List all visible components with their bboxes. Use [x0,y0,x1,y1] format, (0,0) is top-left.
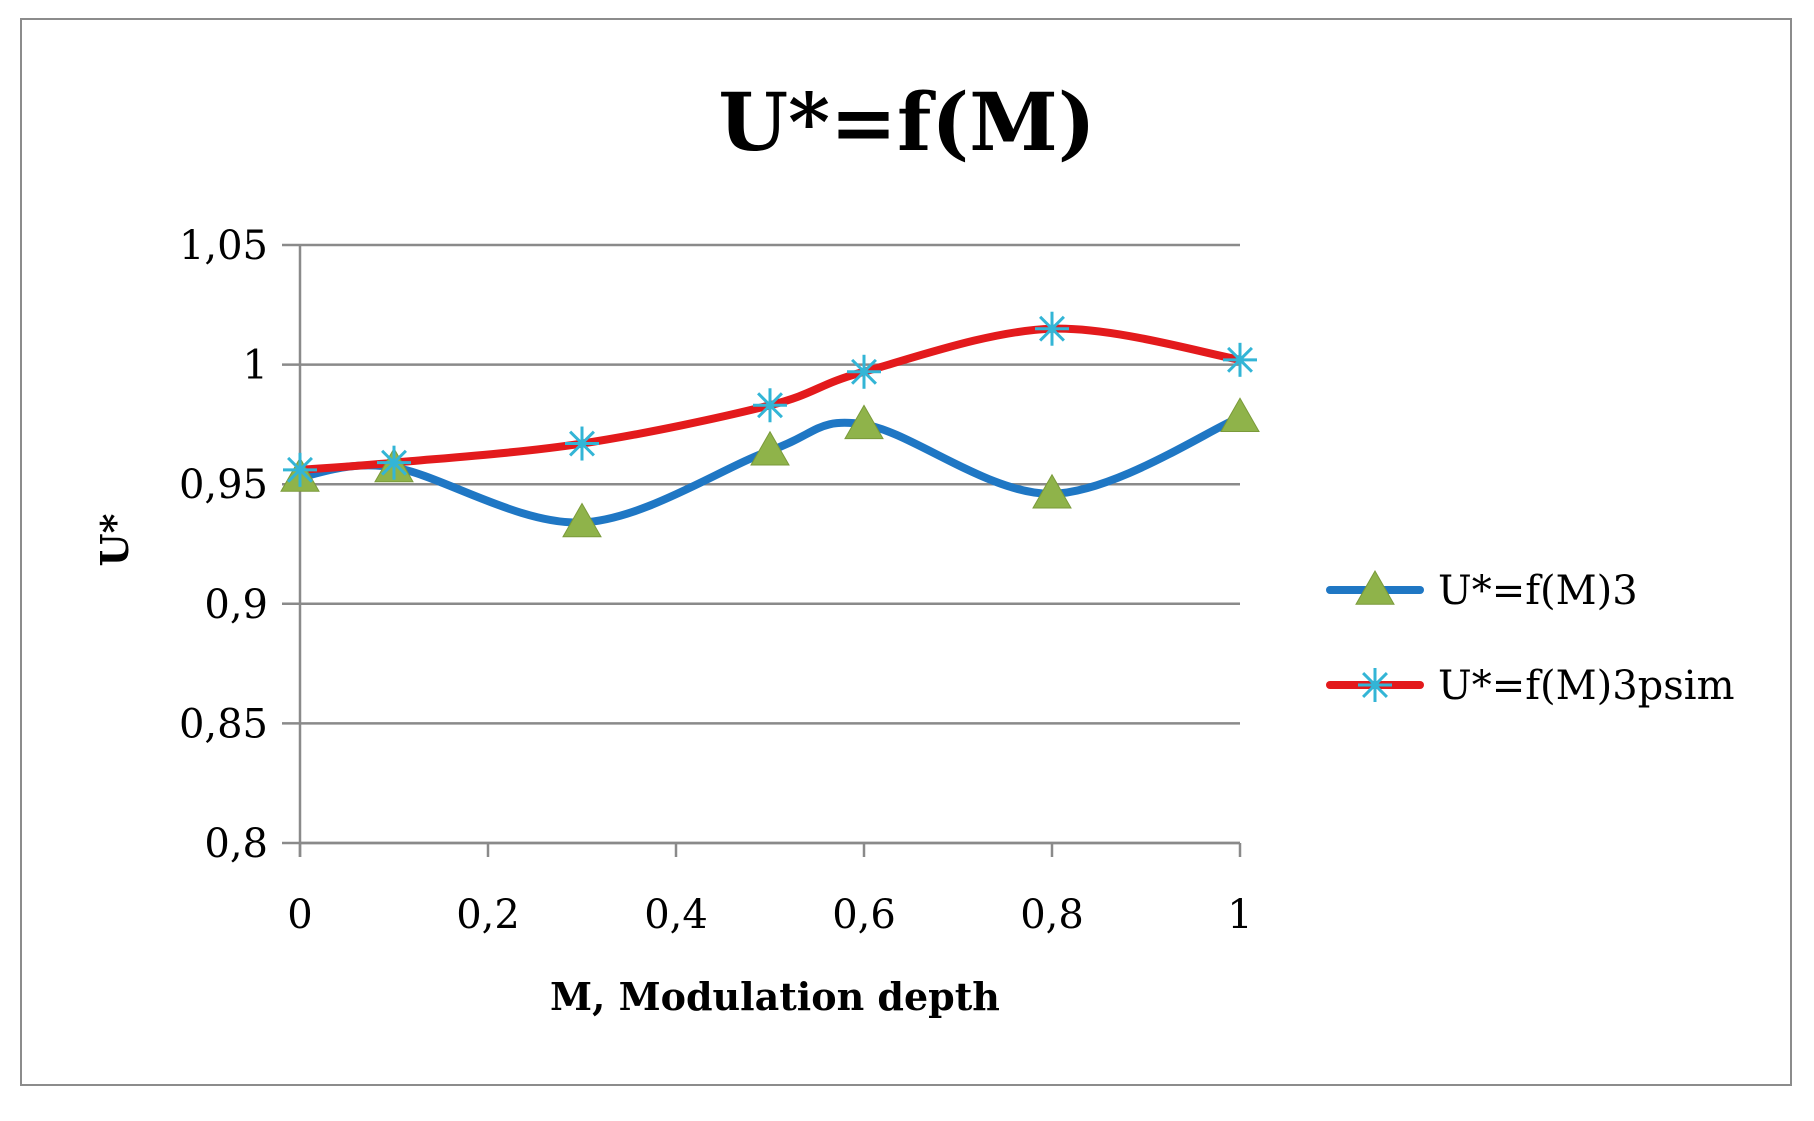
x-tick-label: 0,2 [456,892,520,938]
data-point-series-2 [377,445,411,480]
legend-marker-1 [1355,569,1395,605]
y-tick-label: 1 [243,343,268,389]
data-point-series-2 [1035,311,1069,346]
x-tick-label: 1 [1227,892,1252,938]
series-layer [296,324,1244,527]
y-tick-label: 1,05 [179,223,268,269]
marker-layer [280,311,1260,538]
y-tick-label: 0,9 [204,582,268,628]
x-tick-label: 0,4 [644,892,708,938]
y-tick-label: 0,8 [204,821,268,867]
data-point-series-1 [1220,397,1260,432]
data-point-series-1 [844,404,884,440]
y-tick-label: 0,95 [179,462,268,508]
data-point-series-2 [753,388,787,423]
axis-layer: 0,8 0,85 0,9 0,95 1 1,05 0 0,2 0,4 0,6 0,8 1 [179,223,1253,938]
data-point-series-2 [565,426,599,461]
x-tick-label: 0,6 [832,892,896,938]
x-tick-label: 0 [287,892,312,938]
chart-frame [20,18,1792,1086]
x-axis-label: M, Modulation depth [550,974,1000,1019]
legend-label-1: U*=f(M)3 [1438,568,1638,614]
legend-label-2: U*=f(M)3psim [1438,663,1735,709]
data-point-series-2 [1223,342,1257,377]
data-point-series-1 [562,502,602,538]
chart-title: U*=f(M) [718,75,1095,169]
y-axis-label: U* [92,513,137,566]
data-point-series-1 [750,430,790,466]
legend: U*=f(M)3 U*=f(M)3psim [1326,568,1735,709]
data-point-series-2 [283,452,317,487]
x-tick-label: 0,8 [1020,892,1084,938]
legend-marker-2 [1358,668,1392,702]
data-point-series-2 [847,354,881,389]
data-point-series-1 [1032,473,1072,509]
y-tick-label: 0,85 [179,701,268,747]
